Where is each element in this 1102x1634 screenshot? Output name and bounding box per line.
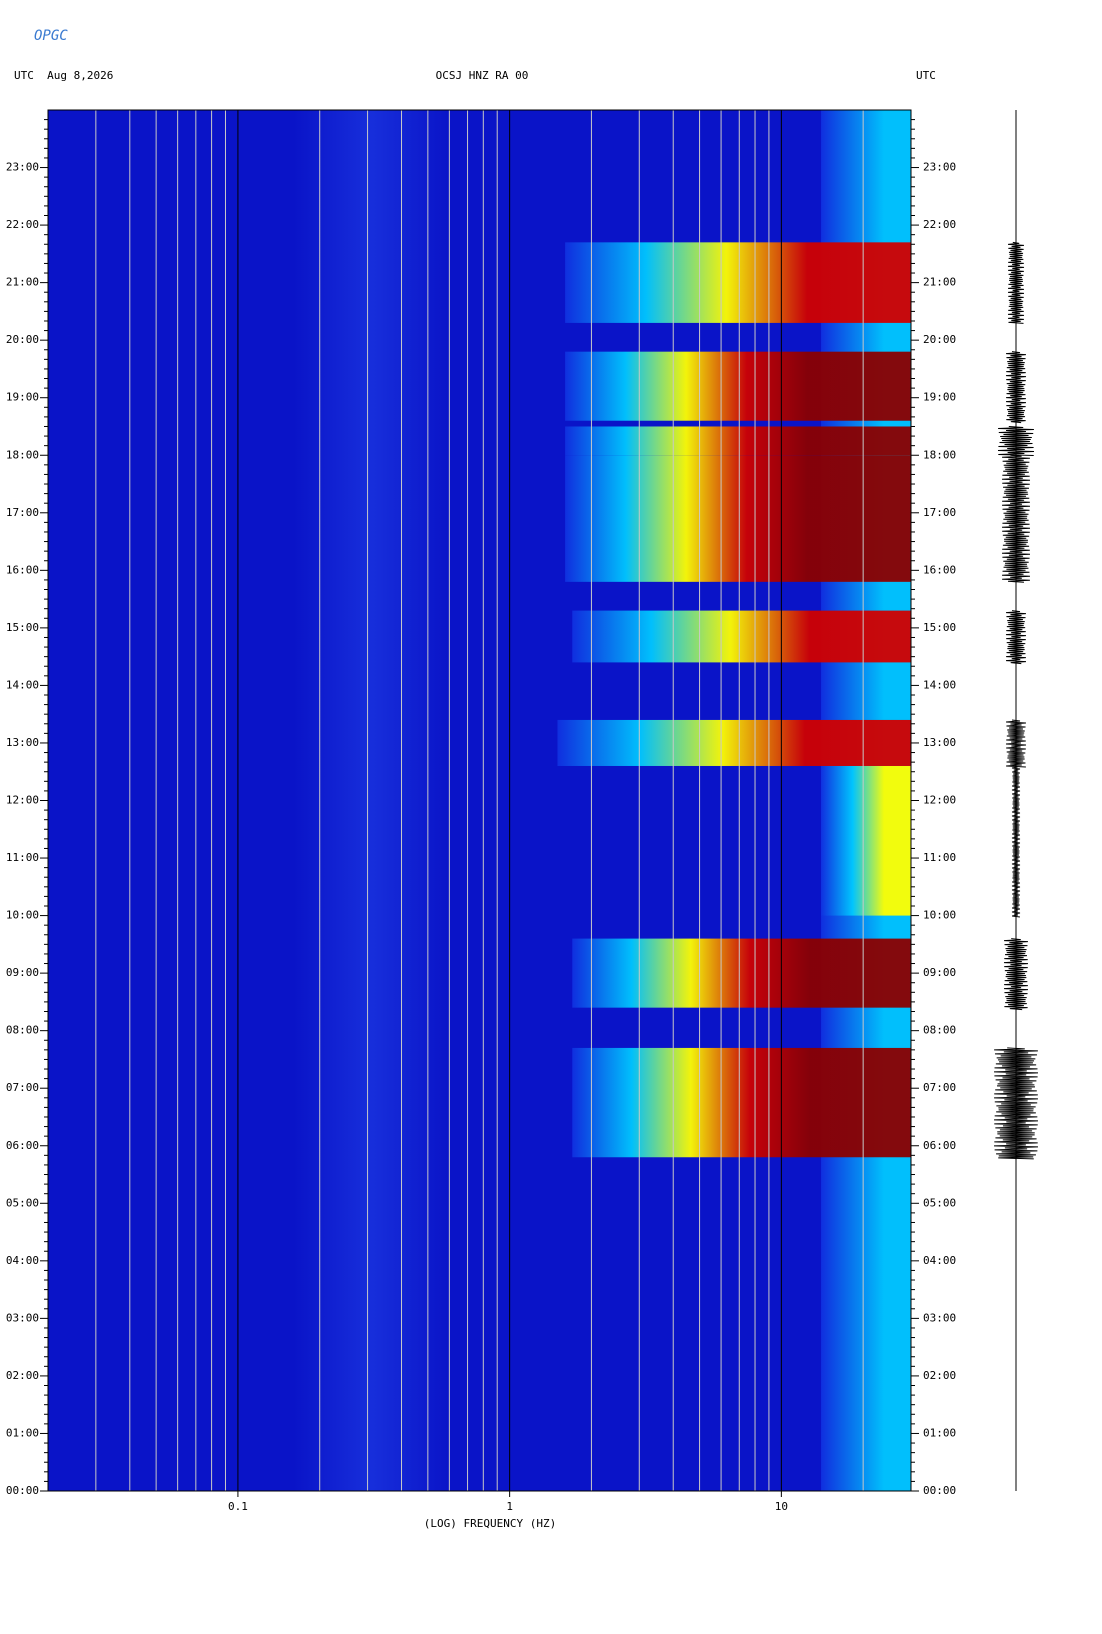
trace-burst xyxy=(1005,351,1027,424)
y-tick-label: 07:00 xyxy=(923,1081,956,1094)
y-tick-label: 15:00 xyxy=(6,621,39,634)
x-axis-label: (LOG) FREQUENCY (HZ) xyxy=(424,1517,556,1530)
trace-burst xyxy=(1005,719,1027,768)
trace-burst xyxy=(1007,241,1025,324)
y-tick-label: 12:00 xyxy=(923,794,956,807)
y-tick-label: 08:00 xyxy=(923,1024,956,1037)
y-tick-label: 23:00 xyxy=(6,161,39,174)
y-tick-label: 09:00 xyxy=(6,966,39,979)
y-tick-label: 00:00 xyxy=(923,1484,956,1497)
y-tick-label: 22:00 xyxy=(6,218,39,231)
y-tick-label: 05:00 xyxy=(6,1196,39,1209)
y-tick-label: 06:00 xyxy=(923,1139,956,1152)
y-tick-label: 07:00 xyxy=(6,1081,39,1094)
trace-burst xyxy=(1005,610,1027,665)
y-tick-label: 23:00 xyxy=(923,161,956,174)
y-tick-label: 11:00 xyxy=(923,851,956,864)
logo: OPGC xyxy=(34,28,68,44)
activity-band xyxy=(572,1047,911,1158)
y-tick-label: 16:00 xyxy=(6,563,39,576)
y-tick-label: 16:00 xyxy=(923,563,956,576)
y-tick-label: 03:00 xyxy=(923,1311,956,1324)
activity-band xyxy=(565,455,911,582)
y-tick-label: 10:00 xyxy=(923,909,956,922)
activity-band xyxy=(572,938,911,1008)
y-tick-label: 05:00 xyxy=(923,1196,956,1209)
activity-band xyxy=(565,242,911,323)
y-tick-label: 15:00 xyxy=(923,621,956,634)
y-tick-label: 12:00 xyxy=(6,794,39,807)
trace-burst xyxy=(1003,938,1029,1011)
y-tick-label: 08:00 xyxy=(6,1024,39,1037)
y-tick-label: 17:00 xyxy=(923,506,956,519)
y-tick-label: 20:00 xyxy=(923,333,956,346)
activity-band xyxy=(821,765,911,916)
activity-band xyxy=(565,426,911,456)
y-tick-label: 01:00 xyxy=(923,1426,956,1439)
y-tick-label: 14:00 xyxy=(6,678,39,691)
y-tick-label: 06:00 xyxy=(6,1139,39,1152)
y-tick-label: 00:00 xyxy=(6,1484,39,1497)
y-tick-label: 04:00 xyxy=(6,1254,39,1267)
x-tick-label: 10 xyxy=(775,1500,788,1513)
x-tick-label: 1 xyxy=(506,1500,513,1513)
y-tick-label: 10:00 xyxy=(6,909,39,922)
y-tick-label: 21:00 xyxy=(923,276,956,289)
y-tick-label: 04:00 xyxy=(923,1254,956,1267)
y-tick-label: 21:00 xyxy=(6,276,39,289)
microseism-band xyxy=(293,110,450,1491)
y-tick-label: 02:00 xyxy=(6,1369,39,1382)
y-tick-label: 14:00 xyxy=(923,678,956,691)
y-tick-label: 02:00 xyxy=(923,1369,956,1382)
activity-band xyxy=(572,610,911,663)
y-tick-label: 22:00 xyxy=(923,218,956,231)
activity-band xyxy=(557,719,911,766)
y-tick-label: 18:00 xyxy=(923,448,956,461)
y-tick-label: 19:00 xyxy=(6,391,39,404)
y-tick-label: 03:00 xyxy=(6,1311,39,1324)
y-tick-label: 18:00 xyxy=(6,448,39,461)
date-label: UTC Aug 8,2026 xyxy=(14,69,113,82)
right-label: UTC xyxy=(916,69,936,82)
trace-burst xyxy=(1011,765,1021,918)
trace-burst xyxy=(997,425,1035,456)
trace-burst xyxy=(993,1047,1039,1160)
y-tick-label: 13:00 xyxy=(923,736,956,749)
plot-frame xyxy=(47,109,912,1492)
chart-title: OCSJ HNZ RA 00 xyxy=(436,69,529,82)
y-tick-label: 09:00 xyxy=(923,966,956,979)
y-tick-label: 19:00 xyxy=(923,391,956,404)
y-tick-label: 13:00 xyxy=(6,736,39,749)
trace-burst xyxy=(1001,454,1031,583)
y-tick-label: 01:00 xyxy=(6,1426,39,1439)
y-tick-label: 17:00 xyxy=(6,506,39,519)
y-tick-label: 11:00 xyxy=(6,851,39,864)
activity-band xyxy=(565,351,911,421)
y-tick-label: 20:00 xyxy=(6,333,39,346)
x-tick-label: 0.1 xyxy=(228,1500,248,1513)
plot-background xyxy=(48,110,911,1491)
